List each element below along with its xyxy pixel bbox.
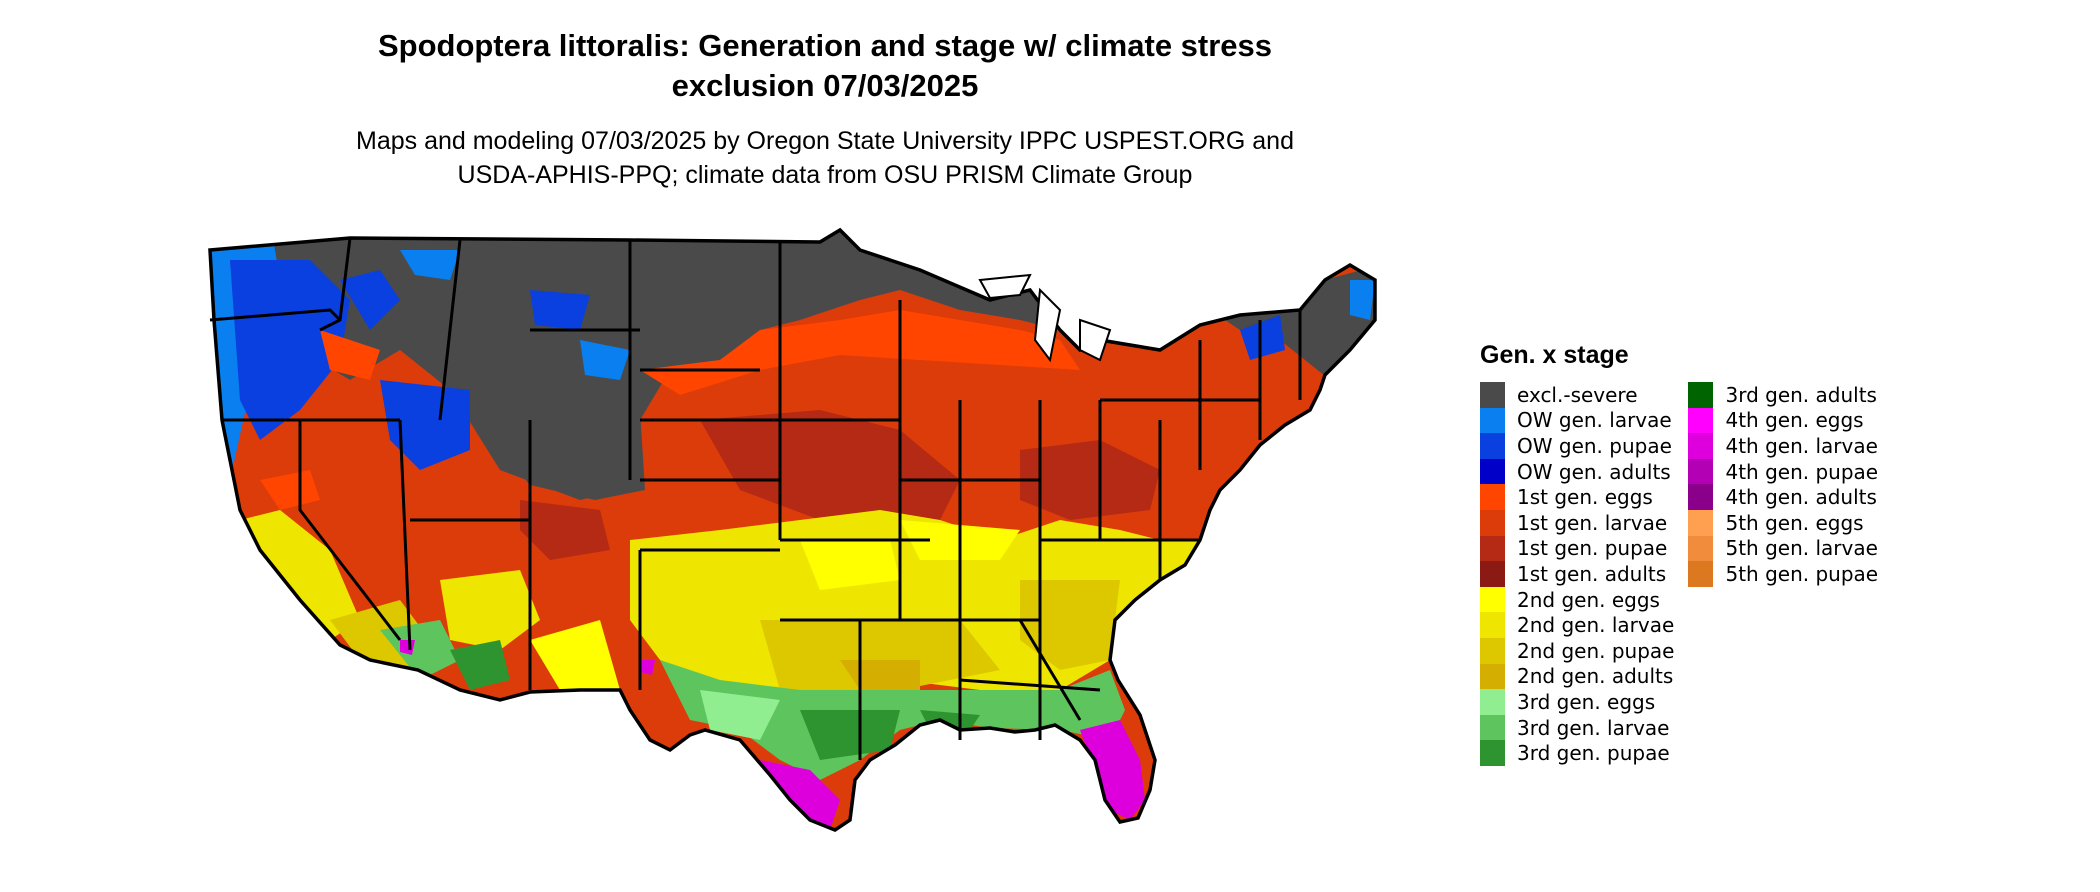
legend-label: 3rd gen. pupae	[1517, 741, 1670, 766]
legend-swatch	[1688, 561, 1714, 587]
legend-item: 4th gen. larvae	[1688, 433, 1878, 459]
legend: Gen. x stage excl.-severe OW gen. larvae O…	[1480, 340, 2080, 766]
legend-item: OW gen. adults	[1480, 458, 1674, 485]
map-title: Spodoptera littoralis: Generation and st…	[260, 26, 1390, 106]
legend-item: 3rd gen. adults	[1688, 382, 1878, 408]
legend-swatch	[1480, 663, 1505, 690]
legend-label: 2nd gen. pupae	[1517, 638, 1675, 663]
legend-label: OW gen. adults	[1517, 459, 1671, 484]
legend-item: 2nd gen. pupae	[1480, 637, 1675, 664]
legend-label: 2nd gen. adults	[1517, 664, 1674, 689]
legend-swatch	[1480, 740, 1505, 766]
legend-swatch	[1480, 561, 1505, 587]
legend-item: 1st gen. eggs	[1480, 484, 1674, 510]
stage-zones	[210, 230, 1375, 830]
legend-label: 1st gen. larvae	[1517, 510, 1668, 535]
legend-swatch	[1480, 433, 1505, 459]
us-map	[200, 220, 1440, 890]
legend-label: 1st gen. pupae	[1517, 536, 1668, 561]
legend-swatch	[1480, 535, 1505, 562]
map-subtitle: Maps and modeling 07/03/2025 by Oregon S…	[260, 124, 1390, 192]
legend-swatch	[1480, 458, 1505, 485]
legend-swatch	[1480, 484, 1505, 510]
legend-label: 3rd gen. larvae	[1517, 715, 1670, 740]
legend-label: 1st gen. eggs	[1517, 485, 1653, 510]
map-title-line-1: Spodoptera littoralis: Generation and st…	[377, 28, 1273, 63]
legend-column-1: excl.-severe OW gen. larvae OW gen. pupae O…	[1480, 382, 1674, 766]
map-subtitle-line-1: Maps and modeling 07/03/2025 by Oregon S…	[356, 127, 1294, 155]
legend-item: 5th gen. larvae	[1688, 535, 1878, 562]
legend-swatch	[1480, 586, 1505, 613]
legend-swatch	[1688, 407, 1714, 434]
great-lakes	[978, 273, 1112, 363]
legend-item: 4th gen. pupae	[1688, 458, 1879, 485]
legend-swatch	[1480, 612, 1505, 638]
legend-swatch	[1480, 382, 1505, 408]
legend-title: Gen. x stage	[1480, 341, 1629, 369]
legend-item: 5th gen. pupae	[1688, 561, 1878, 587]
legend-label: 4th gen. adults	[1725, 485, 1877, 510]
legend-item: 1st gen. adults	[1480, 561, 1674, 587]
map-title-line-2: exclusion 07/03/2025	[671, 68, 979, 103]
legend-column-2: 3rd gen. adults 4th gen. eggs 4th gen. lar…	[1688, 382, 1878, 766]
legend-label: 4th gen. larvae	[1725, 433, 1878, 458]
legend-item: 1st gen. pupae	[1480, 535, 1674, 562]
legend-swatch	[1480, 637, 1505, 664]
legend-label: 5th gen. pupae	[1725, 561, 1879, 586]
legend-swatch	[1688, 382, 1714, 408]
legend-label: 3rd gen. eggs	[1517, 689, 1656, 714]
legend-label: excl.-severe	[1517, 382, 1638, 407]
legend-swatch	[1688, 484, 1714, 510]
legend-item: OW gen. larvae	[1480, 407, 1674, 434]
legend-label: OW gen. pupae	[1517, 433, 1672, 458]
legend-columns: excl.-severe OW gen. larvae OW gen. pupae O…	[1480, 382, 2080, 766]
legend-label: OW gen. larvae	[1517, 408, 1672, 433]
legend-label: 2nd gen. larvae	[1517, 613, 1675, 638]
legend-item: OW gen. pupae	[1480, 433, 1674, 459]
legend-item: 3rd gen. eggs	[1480, 689, 1674, 715]
legend-item: 1st gen. larvae	[1480, 509, 1674, 536]
legend-swatch	[1688, 433, 1714, 459]
legend-label: 5th gen. larvae	[1725, 536, 1878, 561]
legend-swatch	[1480, 509, 1505, 536]
legend-swatch	[1688, 509, 1714, 536]
legend-label: 1st gen. adults	[1517, 561, 1667, 586]
legend-label: 5th gen. eggs	[1725, 510, 1864, 535]
legend-label: 2nd gen. eggs	[1517, 587, 1660, 612]
legend-swatch	[1480, 714, 1505, 741]
state-borders	[209, 237, 1302, 760]
us-map-canvas	[208, 228, 1377, 832]
legend-item: 2nd gen. adults	[1480, 663, 1674, 690]
legend-label: 4th gen. eggs	[1725, 408, 1864, 433]
legend-swatch	[1480, 407, 1505, 434]
legend-item: 4th gen. eggs	[1688, 407, 1878, 434]
legend-item: 2nd gen. eggs	[1480, 586, 1674, 613]
legend-item: 4th gen. adults	[1688, 484, 1878, 510]
legend-swatch	[1480, 689, 1505, 715]
legend-item: excl.-severe	[1480, 382, 1674, 408]
legend-item: 3rd gen. pupae	[1480, 740, 1674, 766]
legend-item: 3rd gen. larvae	[1480, 714, 1674, 741]
legend-item: 2nd gen. larvae	[1480, 612, 1674, 638]
legend-label: 3rd gen. adults	[1725, 382, 1877, 407]
legend-swatch	[1688, 535, 1714, 562]
legend-swatch	[1688, 458, 1714, 485]
map-subtitle-line-2: USDA-APHIS-PPQ; climate data from OSU PR…	[457, 161, 1193, 189]
legend-item: 5th gen. eggs	[1688, 509, 1878, 536]
legend-label: 4th gen. pupae	[1725, 459, 1879, 484]
